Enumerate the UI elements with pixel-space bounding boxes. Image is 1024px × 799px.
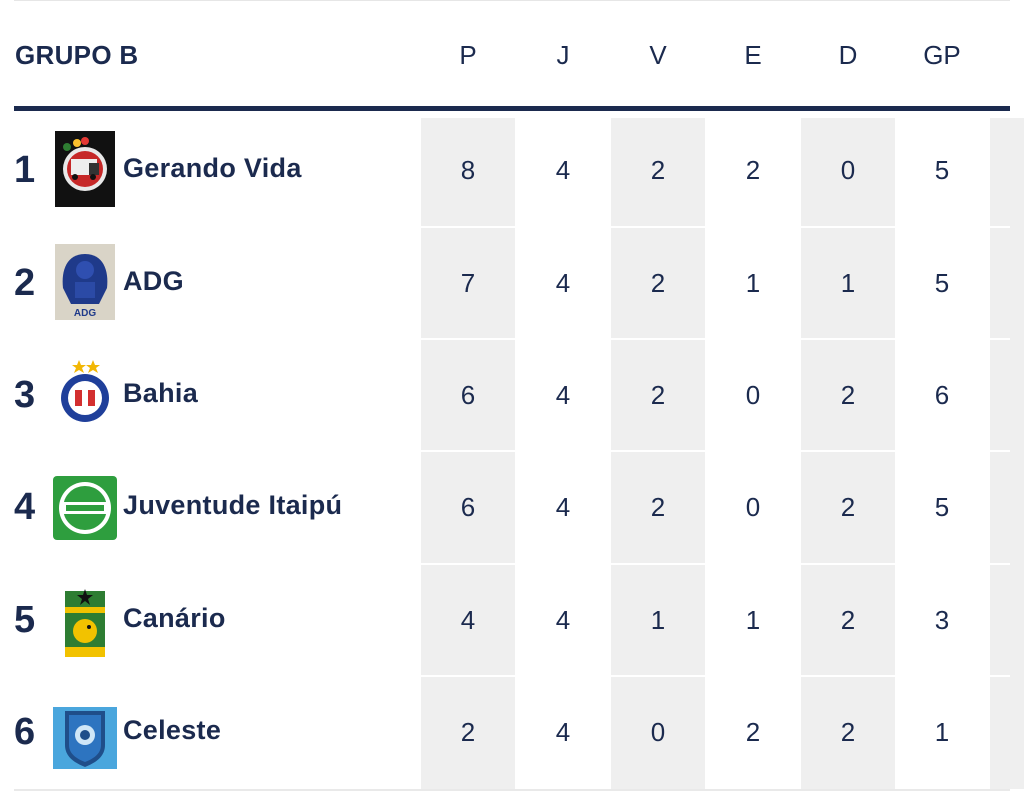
- stat-e: 2: [745, 155, 761, 185]
- stat-j: 4: [555, 605, 571, 635]
- row-divider: [14, 338, 1010, 340]
- column-stripe-v: [611, 118, 705, 789]
- stat-p: 6: [460, 492, 476, 522]
- team-name[interactable]: Canário: [123, 603, 226, 633]
- table-row[interactable]: 6 Celeste 2 4 0 2 2 1: [0, 677, 1024, 789]
- rank: 6: [14, 711, 36, 753]
- stat-e: 1: [745, 268, 761, 298]
- stat-d: 1: [840, 268, 856, 298]
- rank: 2: [14, 262, 36, 304]
- column-stripe-d: [801, 118, 895, 789]
- row-divider: [14, 226, 1010, 228]
- bottom-border: [14, 789, 1010, 791]
- table-row[interactable]: 1 Gerando Vida 8 4 2 2 0 5: [0, 115, 1024, 227]
- column-stripe-next: [990, 118, 1024, 789]
- column-header-p[interactable]: P: [459, 40, 477, 70]
- adg-crest-icon: ADG: [53, 242, 117, 322]
- table-header: GRUPO B P J V E D GP: [0, 0, 1024, 108]
- table-row[interactable]: 4 Juventude Itaipú 6 4 2 0 2 5: [0, 452, 1024, 564]
- stat-v: 2: [650, 492, 666, 522]
- celeste-crest-icon: [53, 691, 117, 771]
- stat-v: 2: [650, 380, 666, 410]
- stat-d: 2: [840, 717, 856, 747]
- bahia-crest-icon: [53, 354, 117, 434]
- stat-j: 4: [555, 268, 571, 298]
- stat-gp: 5: [934, 492, 950, 522]
- rank: 4: [14, 486, 36, 528]
- stat-p: 7: [460, 268, 476, 298]
- team-name[interactable]: Celeste: [123, 715, 222, 745]
- stat-gp: 5: [934, 155, 950, 185]
- stat-p: 2: [460, 717, 476, 747]
- table-row[interactable]: 5 Canário 4 4 1 1 2 3: [0, 565, 1024, 677]
- stat-v: 0: [650, 717, 666, 747]
- rank: 5: [14, 599, 36, 641]
- stat-gp: 1: [934, 717, 950, 747]
- group-title: GRUPO B: [15, 40, 139, 70]
- stat-j: 4: [555, 380, 571, 410]
- column-stripe-p: [421, 118, 515, 789]
- stat-e: 0: [745, 380, 761, 410]
- stat-j: 4: [555, 155, 571, 185]
- stat-v: 2: [650, 155, 666, 185]
- column-header-d[interactable]: D: [838, 40, 858, 70]
- stat-d: 0: [840, 155, 856, 185]
- team-name[interactable]: ADG: [123, 266, 184, 296]
- stat-j: 4: [555, 717, 571, 747]
- column-header-j[interactable]: J: [556, 40, 570, 70]
- stat-e: 1: [745, 605, 761, 635]
- stat-gp: 5: [934, 268, 950, 298]
- row-divider: [14, 675, 1010, 677]
- juventude-itaipu-crest-icon: [53, 466, 117, 546]
- stat-gp: 6: [934, 380, 950, 410]
- header-divider: [14, 106, 1010, 111]
- stat-e: 2: [745, 717, 761, 747]
- stat-j: 4: [555, 492, 571, 522]
- stat-e: 0: [745, 492, 761, 522]
- stat-gp: 3: [934, 605, 950, 635]
- column-header-e[interactable]: E: [744, 40, 762, 70]
- stat-d: 2: [840, 380, 856, 410]
- stat-p: 6: [460, 380, 476, 410]
- gerando-vida-crest-icon: [53, 129, 117, 209]
- stat-p: 4: [460, 605, 476, 635]
- team-name[interactable]: Bahia: [123, 378, 199, 408]
- team-name[interactable]: Gerando Vida: [123, 153, 302, 183]
- column-header-gp[interactable]: GP: [923, 40, 961, 70]
- rank: 1: [14, 149, 36, 191]
- table-row[interactable]: 2 ADG ADG 7 4 2 1 1 5: [0, 228, 1024, 340]
- table-row[interactable]: 3 Bahia 6 4 2 0 2 6: [0, 340, 1024, 452]
- team-name[interactable]: Juventude Itaipú: [123, 490, 343, 520]
- stat-p: 8: [460, 155, 476, 185]
- top-border: [14, 0, 1010, 1]
- row-divider: [14, 563, 1010, 565]
- stat-v: 2: [650, 268, 666, 298]
- svg-text:ADG: ADG: [74, 308, 96, 319]
- column-header-v[interactable]: V: [649, 40, 667, 70]
- row-divider: [14, 450, 1010, 452]
- stat-d: 2: [840, 492, 856, 522]
- stat-v: 1: [650, 605, 666, 635]
- canario-crest-icon: [53, 579, 117, 659]
- rank: 3: [14, 374, 36, 416]
- stat-d: 2: [840, 605, 856, 635]
